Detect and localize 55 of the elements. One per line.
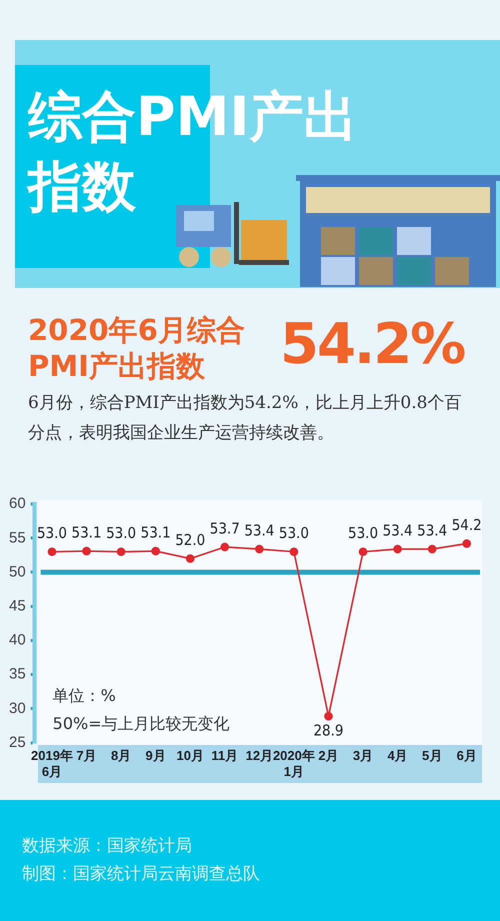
data-label: 53.4 [244, 521, 274, 540]
y-tick-label: 60 [8, 495, 26, 512]
x-tick-label: 5月 [422, 748, 442, 764]
annotation: 单位：% [52, 686, 116, 705]
point [428, 544, 436, 554]
x-tick-label: 2月 [318, 748, 339, 764]
x-tick-label: 4月 [387, 748, 408, 764]
x-tick-label: 9月 [146, 748, 166, 764]
point [82, 546, 91, 556]
point [48, 547, 56, 556]
point [290, 547, 298, 556]
x-tick-label: 11月 [211, 748, 238, 764]
data-label: 28.9 [313, 722, 344, 740]
point [220, 542, 230, 552]
data-label: 53.0 [348, 524, 378, 542]
x-tick-label: 7月 [76, 748, 97, 764]
x-tick-label: 2019年 6月 [31, 748, 73, 779]
text: 制图：国家统计局云南调查总队 [22, 863, 260, 886]
point [116, 547, 126, 556]
y-tick-label: 50 [8, 563, 26, 580]
data-label: 53.0 [106, 524, 136, 542]
x-tick-label: 12月 [246, 748, 274, 764]
chart-subtitle: 2020年6月综合PMI产出指数 [28, 312, 246, 384]
point [324, 712, 333, 720]
point [462, 539, 472, 548]
annotation: 50%=与上月比较无变化 [52, 714, 230, 733]
data-label: 53.7 [210, 519, 240, 538]
point [151, 546, 160, 556]
source-note: 数据来源：国家统计局 [22, 835, 193, 858]
chart-title: 综合PMI产出指数 [28, 84, 358, 220]
x-tick-label: 8月 [110, 748, 132, 764]
data-label: 53.1 [140, 523, 171, 542]
x-tick-label: 3月 [352, 748, 374, 764]
data-label: 52.0 [175, 530, 206, 549]
point [186, 554, 195, 563]
point [358, 547, 368, 556]
y-tick-label: 30 [8, 700, 26, 717]
data-label: 53.1 [72, 523, 102, 542]
y-tick-label: 45 [8, 597, 26, 614]
y-tick-label: 55 [8, 529, 26, 546]
point [255, 544, 264, 554]
data-label: 54.2 [452, 516, 482, 534]
data-label: 53.0 [278, 524, 309, 542]
x-tick-label: 2020年 1月 [272, 748, 315, 779]
data-label: 53.0 [36, 524, 67, 542]
y-tick-label: 25 [8, 734, 26, 751]
y-tick-label: 40 [8, 632, 26, 649]
text: 54.2% [280, 312, 464, 377]
text: 6月份，综合PMI产出指数为54.2%，比上月上升0.8个百分点，表明我国企业生产运营持续改善。 [28, 392, 462, 445]
point [393, 544, 402, 554]
x-tick-label: 6月 [456, 748, 477, 764]
x-tick-label: 10月 [176, 748, 204, 764]
data-label: 53.4 [417, 521, 448, 540]
y-tick-label: 35 [8, 666, 26, 683]
data-label: 53.4 [382, 521, 413, 540]
